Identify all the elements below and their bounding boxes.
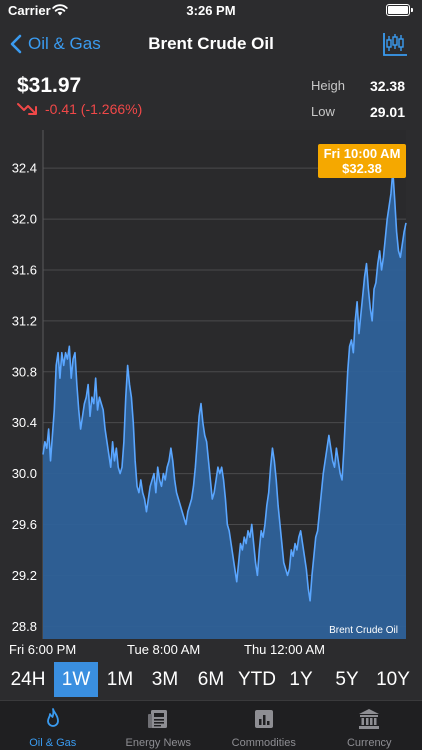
range-6m[interactable]: 6M [197,669,225,690]
range-selector: 24H 1W 1M 3M 6M YTD 1Y 5Y 10Y [0,662,422,698]
y-tick-label: 30.0 [12,466,37,481]
tab-oil-gas[interactable]: Oil & Gas [0,701,106,750]
range-10y[interactable]: 10Y [376,669,410,690]
flame-icon [46,708,59,727]
y-tick-label: 28.8 [12,619,37,634]
back-button[interactable]: Oil & Gas [10,30,101,58]
tab-currency[interactable]: Currency [317,701,422,750]
series-line [42,169,407,602]
tab-label: Commodities [231,737,296,749]
range-1y[interactable]: 1Y [289,669,313,690]
range-5y[interactable]: 5Y [335,669,359,690]
tab-label: Currency [346,737,392,749]
price-chart[interactable]: 32.4 32.0 31.6 31.2 30.8 30.4 30.0 29.6 29.2 28.8… [0,130,422,640]
high-value: 32.38 [369,78,405,94]
high-label: Heigh [311,78,345,93]
x-axis-labels: Fri 6:00 PM Tue 8:00 AM Thu 12:00 AM [0,642,422,660]
bar-chart-icon [254,710,273,728]
y-tick-label: 30.4 [12,415,37,430]
status-bar: Carrier 3:26 PM [0,0,422,22]
y-tick-label: 29.2 [12,568,37,583]
y-tick-label: 29.6 [12,517,37,532]
tab-label: Energy News [125,737,191,749]
tab-label: Oil & Gas [29,737,77,749]
y-tick-label: 32.4 [12,161,37,176]
candlestick-chart-icon[interactable] [382,31,408,57]
price-change: -0.41 (-1.266%) [17,101,142,117]
range-24h[interactable]: 24H [10,669,46,690]
range-3m[interactable]: 3M [151,669,179,690]
range-ytd[interactable]: YTD [238,669,276,690]
range-1m[interactable]: 1M [106,669,134,690]
low-value: 29.01 [369,104,405,120]
price-change-value: -0.41 (-1.266%) [45,101,143,117]
tab-energy-news[interactable]: Energy News [106,701,212,750]
tooltip-value: $32.38 [342,161,382,176]
tooltip-box [318,144,406,178]
wifi-icon [52,4,68,16]
low-label: Low [311,104,335,119]
x-tick-label: Tue 8:00 AM [127,642,201,657]
chevron-left-icon [10,34,22,54]
y-tick-label: 30.8 [12,364,37,379]
newspaper-icon [148,710,168,728]
x-tick-label: Thu 12:00 AM [244,642,325,657]
status-time: 3:26 PM [186,3,236,18]
trend-down-icon [17,103,37,115]
bank-icon [359,709,380,729]
series-area [43,170,406,639]
chart-canvas[interactable]: 32.4 32.0 31.6 31.2 30.8 30.4 30.0 29.6 29.2 28.8… [0,130,422,640]
price-header: $31.97 -0.41 (-1.266%) Heigh 32.38 Low 2… [0,66,422,130]
carrier-label: Carrier [8,3,51,18]
range-1w[interactable]: 1W [54,662,98,697]
tab-bar: Oil & Gas Energy News Commodities [0,700,422,750]
tab-commodities[interactable]: Commodities [211,701,317,750]
y-tick-label: 31.6 [12,262,37,277]
series-label: Brent Crude Oil [329,625,398,636]
navigation-bar: Oil & Gas Brent Crude Oil [0,22,422,66]
y-tick-label: 32.0 [12,212,37,227]
tooltip-time: Fri 10:00 AM [324,146,401,161]
x-tick-label: Fri 6:00 PM [9,642,77,657]
back-button-label: Oil & Gas [28,34,101,53]
current-price: $31.97 [17,74,82,97]
y-tick-label: 31.2 [12,313,37,328]
battery-icon [386,4,413,16]
